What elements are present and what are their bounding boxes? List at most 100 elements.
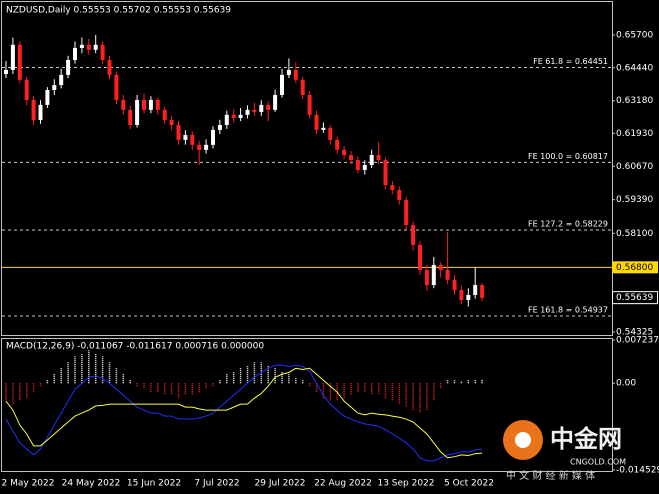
- candle-body: [155, 99, 160, 110]
- fib-level-label: FE 100.0 = 0.60817: [528, 152, 608, 161]
- candle-body: [10, 44, 15, 70]
- candle-body: [418, 244, 422, 270]
- candle-body: [259, 104, 264, 112]
- candle-body: [135, 99, 140, 125]
- candle-body: [342, 149, 347, 156]
- candle-body: [273, 94, 278, 110]
- main-panel-frame: [1, 1, 613, 336]
- x-tick-label: 2 May 2022: [2, 479, 55, 489]
- fib-level-label: FE 161.8 = 0.54937: [528, 305, 608, 314]
- candle-body: [217, 124, 222, 130]
- candle-body: [362, 164, 367, 170]
- candle-body: [404, 199, 409, 226]
- candle-body: [100, 44, 105, 60]
- price-label: 0.55639: [616, 293, 653, 303]
- candle-body: [59, 74, 64, 86]
- y-tick-label: 0.60670: [616, 162, 653, 172]
- price-label-box: [612, 291, 658, 305]
- candle-body: [114, 74, 119, 100]
- macd-line: [5, 367, 483, 459]
- candle-body: [376, 155, 381, 160]
- y-tick-label: 0.65700: [616, 30, 653, 40]
- candle-body: [238, 114, 243, 118]
- candle-body: [286, 69, 291, 75]
- x-tick-label: 5 Oct 2022: [444, 479, 494, 489]
- candle-body: [79, 44, 84, 48]
- candle-body: [280, 74, 284, 95]
- macd-line: [5, 364, 483, 462]
- watermark: 中金网 CNGOLD.COM 中 文 财 经 新 媒 体: [503, 420, 626, 482]
- candle-body: [31, 99, 36, 121]
- y-tick-label: 0.54325: [616, 327, 653, 337]
- candle-body: [355, 159, 360, 170]
- candle-body: [424, 269, 429, 286]
- y-tick-label: 0.64440: [616, 63, 653, 73]
- candle-body: [142, 99, 146, 110]
- candle-body: [445, 269, 450, 280]
- candle-body: [231, 114, 236, 118]
- x-tick-label: 15 Jun 2022: [127, 479, 181, 489]
- candle-body: [128, 109, 133, 125]
- candle-body: [411, 225, 416, 245]
- y-tick-label: 0.58100: [616, 229, 653, 239]
- candle-body: [397, 190, 402, 200]
- chart-header: NZDUSD,Daily 0.55553 0.55702 0.55553 0.5…: [6, 6, 231, 16]
- candle-body: [86, 44, 91, 50]
- candle-body: [321, 127, 326, 130]
- candle-body: [390, 185, 395, 191]
- candle-body: [169, 120, 174, 125]
- fib-level-label: FE 127.2 = 0.58229: [528, 220, 608, 229]
- candle-body: [204, 144, 209, 150]
- level-label: 0.56800: [616, 263, 653, 273]
- candle-body: [328, 127, 333, 140]
- x-tick-label: 29 Jul 2022: [255, 479, 306, 489]
- fib-level-label: FE 61.8 = 0.64451: [533, 57, 608, 66]
- watermark-brand: 中金网: [550, 425, 622, 453]
- candle-body: [245, 109, 250, 115]
- candle-body: [349, 155, 353, 160]
- y-tick-label: 0.00: [616, 379, 636, 389]
- candle-body: [183, 134, 188, 140]
- macd-header: MACD(12,26,9) -0.011067 -0.011617 0.0007…: [6, 342, 264, 352]
- candle-body: [383, 159, 388, 186]
- candle-body: [480, 285, 485, 298]
- candle-body: [452, 279, 457, 291]
- x-tick-label: 24 May 2022: [62, 479, 121, 489]
- x-tick-label: 7 Jul 2022: [194, 479, 239, 489]
- candle-body: [466, 295, 471, 300]
- candle-body: [24, 79, 29, 100]
- candle-body: [17, 44, 22, 80]
- candle-body: [438, 264, 443, 270]
- candle-body: [197, 144, 202, 150]
- candle-body: [300, 79, 305, 95]
- x-tick-label: 22 Aug 2022: [314, 479, 372, 489]
- candle-body: [121, 99, 126, 110]
- candle-body: [176, 124, 181, 140]
- x-tick-label: 13 Sep 2022: [377, 479, 434, 489]
- y-tick-label: -0.014529: [616, 466, 659, 476]
- candle-body: [369, 155, 374, 165]
- candle-body: [314, 114, 319, 130]
- level-label-box: [612, 261, 658, 274]
- watermark-slogan: 中 文 财 经 新 媒 体: [506, 469, 595, 482]
- candle-body: [190, 134, 195, 145]
- candle-body: [431, 264, 436, 286]
- candle-body: [73, 47, 77, 60]
- y-tick-label: 0.63180: [616, 96, 653, 106]
- candle-body: [252, 109, 257, 112]
- candle-body: [307, 94, 312, 115]
- candle-body: [93, 44, 98, 50]
- candle-body: [224, 114, 229, 125]
- logo-center: [515, 432, 531, 448]
- candle-body: [66, 59, 71, 75]
- candle-body: [162, 109, 167, 121]
- candle-body: [211, 129, 215, 145]
- y-tick-label: 0.61930: [616, 129, 653, 139]
- candle-body: [52, 85, 57, 91]
- candle-body: [335, 139, 340, 150]
- candle-body: [293, 69, 298, 80]
- candle-body: [4, 69, 8, 75]
- candle-body: [45, 90, 50, 105]
